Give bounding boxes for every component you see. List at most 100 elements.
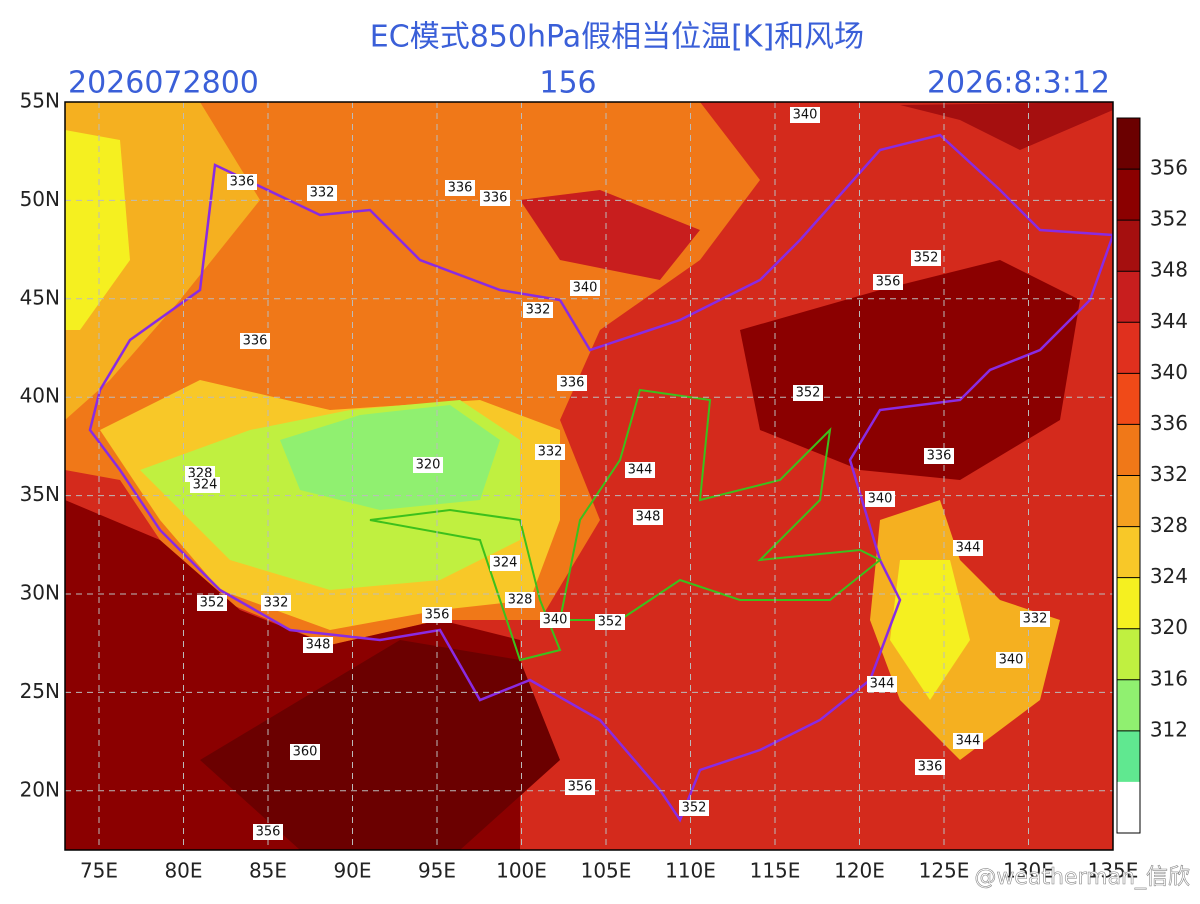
colorbar-label: 356 xyxy=(1150,156,1188,180)
lon-label: 95E xyxy=(418,859,456,883)
contour-label-bg xyxy=(996,652,1026,668)
contour-label: 340 xyxy=(573,281,598,296)
colorbar-band xyxy=(1117,628,1140,680)
colorbar-band xyxy=(1117,220,1140,272)
colorbar-band xyxy=(1117,577,1140,629)
lon-label: 80E xyxy=(164,859,202,883)
contour-label: 332 xyxy=(264,596,289,611)
contour-label-bg xyxy=(793,385,823,401)
contour-label-bg xyxy=(924,448,954,464)
colorbar-band xyxy=(1117,424,1140,476)
contour-label: 344 xyxy=(956,541,981,556)
contour-label: 332 xyxy=(310,186,335,201)
contour-label: 332 xyxy=(1023,612,1048,627)
contour-label: 360 xyxy=(293,745,318,760)
colorbar-label: 348 xyxy=(1150,258,1188,282)
lat-label: 30N xyxy=(20,581,60,605)
lon-label: 115E xyxy=(750,859,801,883)
contour-label: 352 xyxy=(796,386,821,401)
colorbar-band xyxy=(1117,526,1140,578)
colorbar-label: 340 xyxy=(1150,360,1188,384)
contour-label-bg xyxy=(570,280,600,296)
contour-label: 336 xyxy=(918,760,943,775)
lon-label: 130E xyxy=(1003,859,1054,883)
colorbar-band xyxy=(1117,271,1140,323)
lon-label: 90E xyxy=(333,859,371,883)
colorbar-label: 344 xyxy=(1150,309,1188,333)
contour-label-bg xyxy=(197,595,227,611)
colorbar-label: 332 xyxy=(1150,462,1188,486)
contour-label: 352 xyxy=(914,251,939,266)
contour-label: 352 xyxy=(598,615,623,630)
colorbar-label: 352 xyxy=(1150,207,1188,231)
contour-label: 352 xyxy=(200,596,225,611)
contour-label: 344 xyxy=(956,734,981,749)
lat-label: 25N xyxy=(20,679,60,703)
contour-label: 356 xyxy=(256,825,281,840)
forecast-hour: 156 xyxy=(539,66,596,101)
contour-label: 332 xyxy=(526,303,551,318)
colorbar-band xyxy=(1117,322,1140,374)
contour-label: 324 xyxy=(193,478,218,493)
contour-label-bg xyxy=(307,185,337,201)
contour-label: 324 xyxy=(493,556,518,571)
contour-label-bg xyxy=(633,509,663,525)
contour-label-bg xyxy=(413,457,443,473)
contour-label: 332 xyxy=(538,445,563,460)
contour-label-bg xyxy=(523,302,553,318)
colorbar-band xyxy=(1117,730,1140,782)
lat-label: 55N xyxy=(20,89,60,113)
title: EC模式850hPa假相当位温[K]和风场 xyxy=(370,20,864,55)
contour-label-bg xyxy=(595,614,625,630)
lon-label: 125E xyxy=(919,859,970,883)
contour-label: 356 xyxy=(425,608,450,623)
contour-label: 336 xyxy=(230,175,255,190)
contour-label-bg xyxy=(303,637,333,653)
colorbar-label: 312 xyxy=(1150,717,1188,741)
lon-label: 105E xyxy=(581,859,632,883)
contour-label: 356 xyxy=(876,275,901,290)
lon-label: 120E xyxy=(834,859,885,883)
contour-label-bg xyxy=(915,759,945,775)
map: 336 332 336 336 340 332 340 336 336 352 356 352 344 3… xyxy=(65,102,1113,850)
contour-label-bg xyxy=(911,250,941,266)
contour-label: 328 xyxy=(508,593,533,608)
contour-label-bg xyxy=(505,592,535,608)
lat-label: 50N xyxy=(20,187,60,211)
contour-label-bg xyxy=(953,733,983,749)
lon-label: 110E xyxy=(665,859,716,883)
contour-label: 348 xyxy=(306,638,331,653)
contour-label: 336 xyxy=(448,181,473,196)
colorbar-band xyxy=(1117,169,1140,221)
valid-time: 2026:8:3:12 xyxy=(927,66,1110,101)
colorbar-label: 336 xyxy=(1150,411,1188,435)
contour-label-bg xyxy=(865,491,895,507)
contour-label: 356 xyxy=(568,780,593,795)
lat-label: 40N xyxy=(20,384,60,408)
init-time: 2026072800 xyxy=(68,66,259,101)
contour-label-bg xyxy=(190,477,220,493)
contour-label-bg xyxy=(535,444,565,460)
contour-label-bg xyxy=(290,744,320,760)
colorbar-label: 328 xyxy=(1150,513,1188,537)
contour-label: 336 xyxy=(483,191,508,206)
lon-label: 85E xyxy=(249,859,287,883)
contour-label-bg xyxy=(873,274,903,290)
lon-label: 135E xyxy=(1088,859,1139,883)
contour-label-bg xyxy=(240,333,270,349)
contour-label: 340 xyxy=(543,613,568,628)
lat-label: 20N xyxy=(20,777,60,801)
colorbar-band xyxy=(1117,373,1140,425)
contour-label-bg xyxy=(565,779,595,795)
contour-label-bg xyxy=(557,375,587,391)
map-frame xyxy=(64,101,1114,851)
colorbar-band xyxy=(1117,475,1140,527)
contour-label-bg xyxy=(625,462,655,478)
contour-label-bg xyxy=(261,595,291,611)
contour-label: 344 xyxy=(870,677,895,692)
contour-label: 320 xyxy=(416,458,441,473)
colorbar-label: 324 xyxy=(1150,564,1188,588)
contour-label-bg xyxy=(480,190,510,206)
contour-label-bg xyxy=(445,180,475,196)
